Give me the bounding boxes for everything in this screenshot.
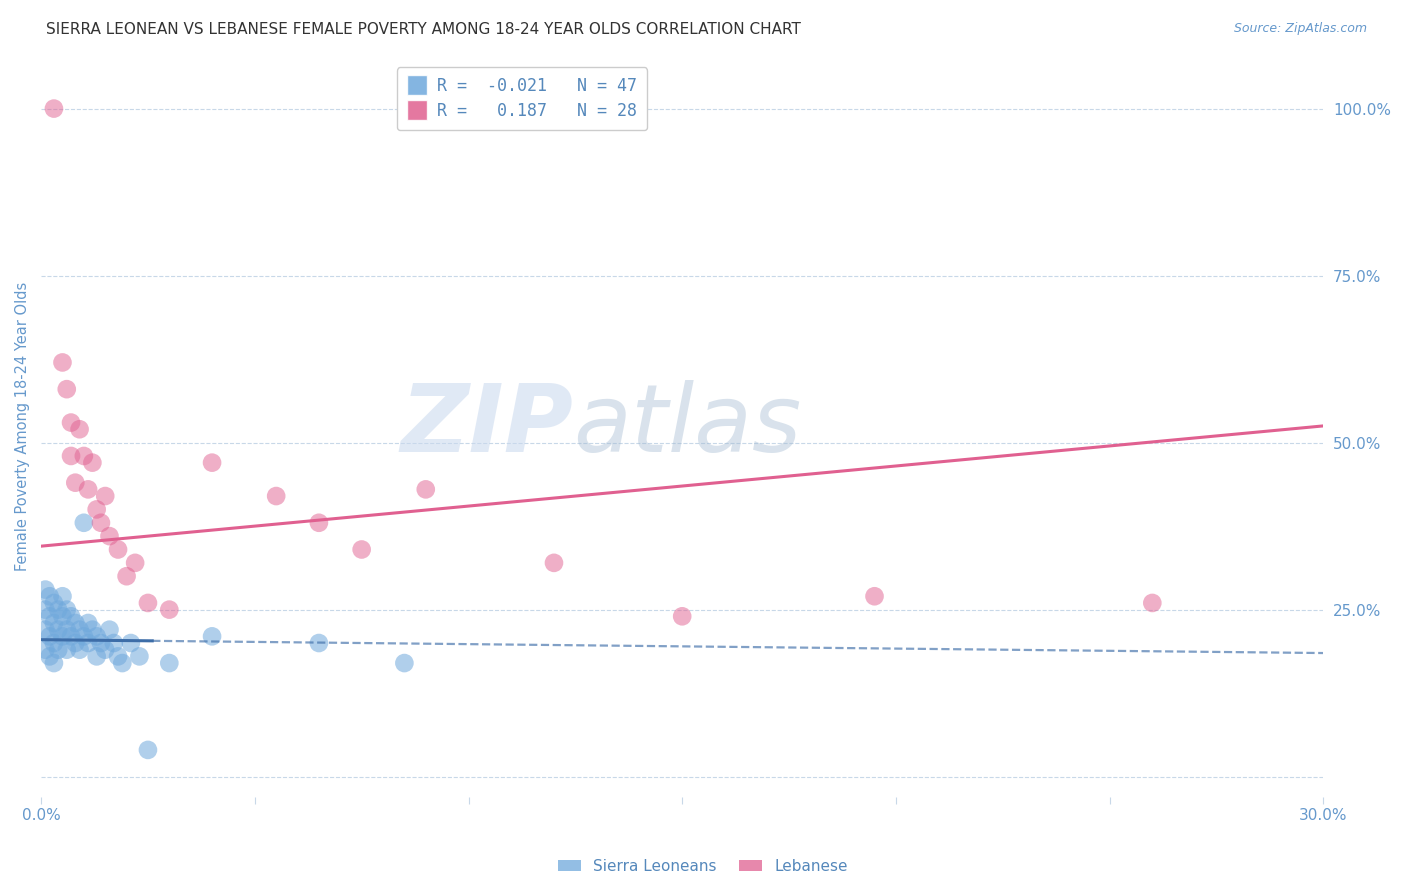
Point <box>103 636 125 650</box>
Point <box>42 596 65 610</box>
Point <box>73 629 96 643</box>
Point <box>128 649 150 664</box>
Point <box>94 642 117 657</box>
Point <box>77 615 100 630</box>
Point <box>86 649 108 664</box>
Text: ZIP: ZIP <box>401 380 574 472</box>
Point <box>34 623 56 637</box>
Point <box>82 456 104 470</box>
Y-axis label: Female Poverty Among 18-24 Year Olds: Female Poverty Among 18-24 Year Olds <box>15 281 30 571</box>
Point <box>124 556 146 570</box>
Point <box>308 636 330 650</box>
Point <box>73 449 96 463</box>
Point <box>107 649 129 664</box>
Point <box>42 615 65 630</box>
Point <box>51 589 73 603</box>
Point <box>46 623 69 637</box>
Point <box>77 483 100 497</box>
Point <box>157 656 180 670</box>
Point <box>543 556 565 570</box>
Point <box>98 623 121 637</box>
Point <box>394 656 416 670</box>
Point <box>38 629 60 643</box>
Legend: Sierra Leoneans, Lebanese: Sierra Leoneans, Lebanese <box>551 853 855 880</box>
Point <box>38 649 60 664</box>
Point <box>111 656 134 670</box>
Point <box>55 642 77 657</box>
Point <box>65 475 87 490</box>
Text: atlas: atlas <box>574 380 801 471</box>
Legend: R =  -0.021   N = 47, R =   0.187   N = 28: R = -0.021 N = 47, R = 0.187 N = 28 <box>396 67 647 130</box>
Point <box>51 609 73 624</box>
Point <box>107 542 129 557</box>
Point <box>34 602 56 616</box>
Text: SIERRA LEONEAN VS LEBANESE FEMALE POVERTY AMONG 18-24 YEAR OLDS CORRELATION CHAR: SIERRA LEONEAN VS LEBANESE FEMALE POVERT… <box>46 22 801 37</box>
Point <box>136 596 159 610</box>
Point <box>73 516 96 530</box>
Point <box>38 589 60 603</box>
Point <box>120 636 142 650</box>
Point <box>863 589 886 603</box>
Point <box>55 623 77 637</box>
Point <box>90 516 112 530</box>
Point <box>1142 596 1164 610</box>
Point <box>34 642 56 657</box>
Point <box>51 355 73 369</box>
Point <box>60 416 83 430</box>
Point <box>55 602 77 616</box>
Point <box>38 609 60 624</box>
Point <box>415 483 437 497</box>
Point <box>264 489 287 503</box>
Point <box>42 636 65 650</box>
Point <box>51 629 73 643</box>
Point <box>69 422 91 436</box>
Point <box>115 569 138 583</box>
Point <box>69 623 91 637</box>
Point <box>82 623 104 637</box>
Point <box>671 609 693 624</box>
Point <box>65 615 87 630</box>
Point <box>77 636 100 650</box>
Point <box>60 449 83 463</box>
Point <box>60 629 83 643</box>
Text: Source: ZipAtlas.com: Source: ZipAtlas.com <box>1233 22 1367 36</box>
Point <box>86 629 108 643</box>
Point <box>350 542 373 557</box>
Point <box>94 489 117 503</box>
Point <box>98 529 121 543</box>
Point <box>65 636 87 650</box>
Point <box>90 636 112 650</box>
Point <box>60 609 83 624</box>
Point <box>308 516 330 530</box>
Point <box>157 602 180 616</box>
Point <box>42 102 65 116</box>
Point <box>42 656 65 670</box>
Point <box>136 743 159 757</box>
Point <box>69 642 91 657</box>
Point <box>86 502 108 516</box>
Point <box>201 629 224 643</box>
Point <box>55 382 77 396</box>
Point <box>34 582 56 597</box>
Point <box>46 642 69 657</box>
Point <box>46 602 69 616</box>
Point <box>201 456 224 470</box>
